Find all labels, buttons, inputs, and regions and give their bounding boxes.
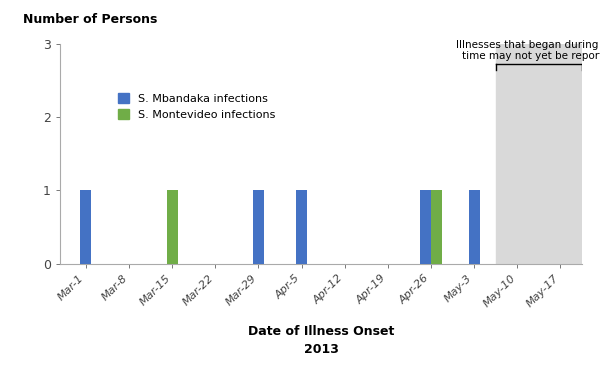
Text: Illnesses that began during this
time may not yet be reported: Illnesses that began during this time ma… [457, 40, 600, 61]
Bar [80, 190, 91, 264]
Text: 2013: 2013 [304, 343, 338, 356]
Legend: S. Mbandaka infections, S. Montevideo infections: S. Mbandaka infections, S. Montevideo in… [118, 93, 275, 120]
Bar [469, 190, 479, 264]
Bar [253, 190, 264, 264]
Bar [420, 190, 431, 264]
Text: Number of Persons: Number of Persons [23, 13, 158, 26]
Bar [431, 190, 442, 264]
Bar [167, 190, 178, 264]
Bar [496, 44, 582, 264]
Text: Date of Illness Onset: Date of Illness Onset [248, 325, 394, 338]
Bar [296, 190, 307, 264]
